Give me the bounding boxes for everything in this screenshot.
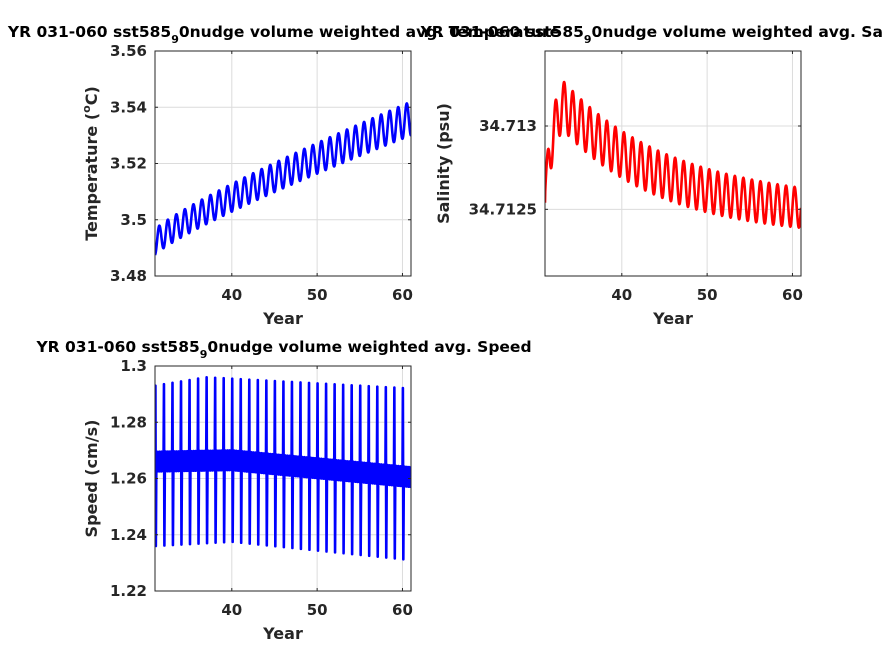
x-axis-label: Year [262, 309, 303, 328]
y-tick-label: 1.28 [110, 413, 147, 431]
x-axis-label: Year [262, 624, 303, 643]
y-axis-label: Speed (cm/s) [82, 420, 101, 538]
y-tick-label: 1.24 [110, 526, 147, 544]
series-line [545, 80, 801, 229]
x-tick-label: 50 [307, 601, 328, 619]
y-tick-label: 34.7125 [469, 200, 537, 218]
x-axis-label: Year [652, 309, 693, 328]
chart-panel-2: 40 50 60 34.7125 34.713 Year Salinity (psu) YR … [420, 23, 884, 328]
y-tick-label: 3.48 [110, 267, 147, 285]
y-tick-label: 34.713 [479, 117, 537, 135]
axes-box [544, 50, 802, 277]
chart-panel-1: 40 50 60 3.48 3.5 3.52 3.54 3.56 Year Temperature… [7, 23, 560, 328]
x-tick-label: 40 [611, 286, 632, 304]
x-tick-label: 60 [392, 286, 413, 304]
series-line [155, 102, 411, 256]
x-tick-label: 40 [221, 286, 242, 304]
series-line [155, 375, 411, 561]
y-axis-label: Salinity (psu) [434, 103, 453, 224]
y-tick-label: 3.52 [110, 155, 147, 173]
x-tick-label: 50 [697, 286, 718, 304]
x-tick-label: 50 [307, 286, 328, 304]
chart-title: YR 031-060 sst58590nudge volume weighted… [420, 23, 884, 46]
y-tick-label: 3.56 [110, 42, 147, 60]
x-tick-label: 60 [782, 286, 803, 304]
x-tick-label: 40 [221, 601, 242, 619]
y-tick-label: 1.26 [110, 470, 147, 488]
y-tick-label: 3.54 [110, 98, 147, 116]
chart-title: YR 031-060 sst58590nudge volume weighted… [35, 338, 531, 361]
y-tick-label: 1.22 [110, 582, 147, 600]
chart-panel-3: 40 50 60 1.22 1.24 1.26 1.28 1.3 Year Speed (cm/s… [35, 338, 531, 643]
y-axis-label: Temperature (oC) [80, 86, 101, 241]
y-tick-label: 1.3 [120, 357, 147, 375]
x-tick-label: 60 [392, 601, 413, 619]
chart-title: YR 031-060 sst58590nudge volume weighted… [7, 23, 560, 46]
y-tick-label: 3.5 [120, 211, 147, 229]
